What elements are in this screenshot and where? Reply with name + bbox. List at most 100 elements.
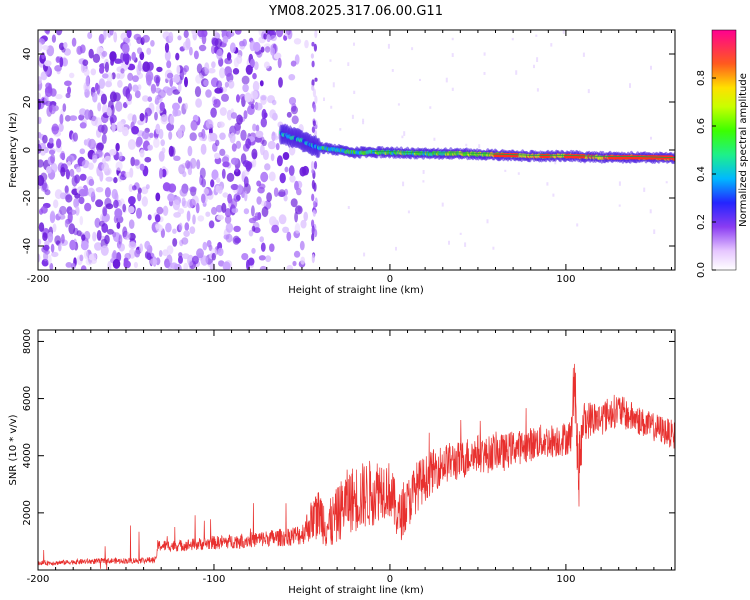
noise-blob bbox=[38, 76, 42, 85]
noise-blob bbox=[300, 256, 306, 265]
noise-blob bbox=[221, 93, 229, 102]
noise-blob bbox=[225, 233, 233, 243]
noise-blob bbox=[312, 120, 316, 127]
noise-blob bbox=[104, 155, 112, 162]
x-tick-label: -100 bbox=[203, 274, 226, 285]
noise-blob bbox=[64, 219, 69, 228]
noise-blob bbox=[145, 184, 150, 190]
noise-blob bbox=[208, 67, 216, 74]
noise-blob bbox=[236, 114, 243, 125]
noise-blob bbox=[182, 67, 187, 76]
noise-blob bbox=[224, 66, 233, 77]
noise-blob bbox=[311, 126, 315, 133]
noise-speck bbox=[587, 89, 590, 94]
noise-blob bbox=[160, 114, 169, 125]
noise-blob bbox=[189, 226, 196, 235]
noise-blob bbox=[177, 96, 183, 104]
noise-blob bbox=[64, 80, 72, 87]
noise-blob bbox=[239, 40, 245, 47]
noise-speck bbox=[550, 43, 553, 47]
noise-blob bbox=[87, 32, 93, 39]
noise-blob bbox=[187, 145, 193, 157]
noise-blob bbox=[71, 37, 77, 47]
noise-blob bbox=[294, 180, 299, 191]
noise-blob bbox=[87, 187, 95, 197]
noise-blob bbox=[285, 30, 292, 36]
noise-blob bbox=[229, 132, 236, 144]
noise-speck bbox=[353, 42, 355, 46]
noise-blob bbox=[78, 188, 87, 197]
noise-blob bbox=[132, 185, 137, 191]
noise-blob bbox=[230, 112, 238, 119]
noise-blob bbox=[290, 60, 297, 67]
noise-blob bbox=[116, 73, 121, 79]
noise-speck bbox=[665, 181, 668, 184]
noise-speck bbox=[401, 135, 404, 139]
colorbar-gradient bbox=[711, 29, 737, 271]
noise-blob bbox=[106, 228, 114, 235]
noise-blob bbox=[235, 194, 241, 201]
noise-speck bbox=[445, 77, 448, 83]
noise-blob bbox=[70, 262, 76, 270]
noise-blob bbox=[96, 230, 102, 241]
noise-blob bbox=[190, 120, 198, 131]
noise-blob bbox=[200, 255, 209, 266]
noise-blob bbox=[260, 117, 267, 128]
noise-speck bbox=[536, 57, 539, 62]
noise-blob bbox=[80, 265, 87, 270]
noise-blob bbox=[136, 136, 143, 146]
noise-blob bbox=[115, 161, 123, 171]
noise-blob bbox=[313, 103, 317, 113]
noise-blob bbox=[293, 250, 301, 258]
noise-blob bbox=[139, 243, 144, 253]
noise-blob bbox=[229, 42, 236, 53]
colorbar-tick-label: 0.4 bbox=[696, 166, 707, 182]
noise-blob bbox=[105, 80, 112, 88]
noise-blob bbox=[259, 265, 268, 270]
noise-blob bbox=[59, 57, 64, 68]
noise-speck bbox=[653, 229, 656, 234]
spectrogram-xlabel: Height of straight line (km) bbox=[288, 285, 424, 296]
noise-blob bbox=[192, 214, 196, 225]
noise-blob bbox=[82, 59, 89, 66]
noise-speck bbox=[643, 187, 646, 192]
snr-marks bbox=[38, 363, 675, 570]
noise-blob bbox=[92, 231, 97, 242]
x-tick-label: 100 bbox=[556, 574, 575, 585]
noise-blob bbox=[266, 192, 272, 203]
noise-blob bbox=[282, 226, 290, 233]
noise-blob bbox=[126, 93, 133, 102]
noise-speck bbox=[451, 37, 454, 41]
noise-blob bbox=[156, 66, 163, 73]
noise-blob bbox=[47, 141, 54, 149]
noise-blob bbox=[314, 30, 318, 39]
noise-blob bbox=[131, 51, 136, 61]
noise-blob bbox=[198, 132, 203, 138]
noise-blob bbox=[288, 74, 296, 81]
noise-blob bbox=[210, 107, 217, 118]
noise-blob bbox=[162, 249, 169, 257]
noise-blob bbox=[312, 200, 317, 207]
noise-blob bbox=[271, 99, 277, 106]
noise-blob bbox=[219, 107, 227, 116]
noise-blob bbox=[224, 208, 232, 218]
noise-speck bbox=[629, 83, 631, 88]
snr-axes: -200 -100 0 100 2000 4000 6000 8000 bbox=[22, 329, 675, 585]
noise-blob bbox=[55, 56, 61, 63]
noise-blob bbox=[260, 242, 266, 252]
y-tick-label: 8000 bbox=[22, 329, 33, 354]
noise-blob bbox=[217, 247, 224, 257]
noise-blob bbox=[224, 215, 232, 225]
noise-blob bbox=[79, 148, 86, 155]
noise-blob bbox=[116, 222, 121, 229]
noise-blob bbox=[288, 97, 297, 105]
noise-blob bbox=[154, 111, 158, 121]
noise-blob bbox=[95, 199, 104, 208]
noise-blob bbox=[172, 89, 181, 95]
noise-blob bbox=[84, 88, 89, 98]
noise-blob bbox=[51, 34, 57, 43]
noise-blob bbox=[63, 42, 68, 49]
noise-blob bbox=[52, 223, 57, 233]
noise-blob bbox=[147, 96, 153, 102]
noise-blob bbox=[109, 91, 117, 103]
